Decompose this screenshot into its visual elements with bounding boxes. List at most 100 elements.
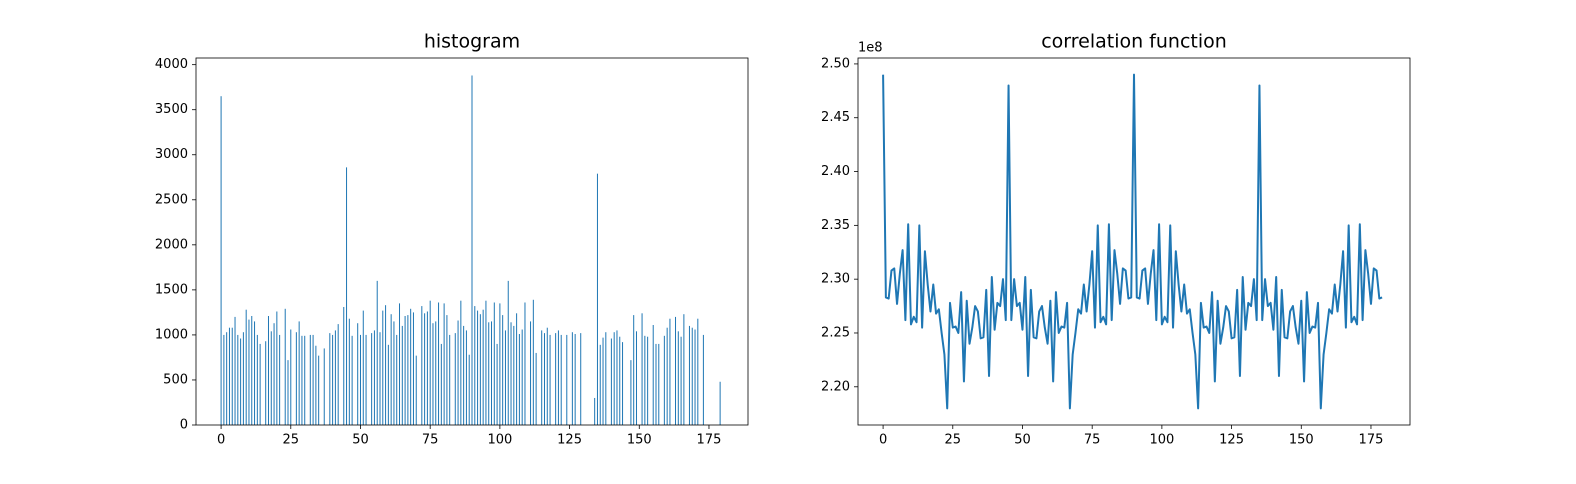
bar xyxy=(407,315,409,425)
bar xyxy=(602,337,604,425)
bar xyxy=(532,299,534,425)
bar xyxy=(641,313,643,425)
bar xyxy=(663,335,665,425)
bar xyxy=(435,321,437,425)
bar xyxy=(683,314,685,425)
bar xyxy=(599,344,601,425)
y-tick-label: 2000 xyxy=(155,237,188,252)
y-tick-label: 2.45 xyxy=(821,110,850,125)
bar xyxy=(226,332,228,425)
y-tick-label: 2.50 xyxy=(821,56,850,71)
bar xyxy=(424,313,426,425)
bar xyxy=(399,303,401,425)
bar xyxy=(477,310,479,425)
bar xyxy=(334,330,336,425)
bar xyxy=(549,334,551,425)
bar xyxy=(309,334,311,425)
bar xyxy=(460,300,462,425)
bar xyxy=(256,334,258,425)
bar xyxy=(245,309,247,425)
bar xyxy=(404,315,406,425)
bar xyxy=(675,316,677,425)
bar xyxy=(463,325,465,425)
bar xyxy=(301,335,303,425)
bar xyxy=(379,332,381,425)
bar xyxy=(488,322,490,425)
x-tick-label: 175 xyxy=(1359,433,1384,448)
bar xyxy=(524,302,526,425)
x-tick-label: 25 xyxy=(945,433,962,448)
bar xyxy=(223,334,225,425)
bar xyxy=(574,334,576,425)
bar xyxy=(530,321,532,425)
bar xyxy=(270,331,272,425)
bar xyxy=(647,336,649,425)
bar xyxy=(396,334,398,425)
bar xyxy=(382,310,384,425)
bar xyxy=(279,334,281,425)
bar xyxy=(622,342,624,425)
bar xyxy=(242,332,244,425)
bar xyxy=(365,334,367,425)
bar xyxy=(415,355,417,425)
bar xyxy=(359,334,361,425)
bar xyxy=(471,75,473,425)
bar xyxy=(644,335,646,425)
bar xyxy=(485,300,487,425)
bar xyxy=(491,321,493,425)
bar xyxy=(254,321,256,425)
x-tick-label: 0 xyxy=(217,433,225,448)
bar xyxy=(518,334,520,425)
bar xyxy=(571,332,573,425)
bar xyxy=(719,381,721,425)
y-tick-label: 1500 xyxy=(155,282,188,297)
axis-offset-label: 1e8 xyxy=(858,41,883,56)
y-tick-label: 2.25 xyxy=(821,325,850,340)
y-tick-label: 2.35 xyxy=(821,218,850,233)
bar xyxy=(259,343,261,425)
y-tick-label: 2.40 xyxy=(821,164,850,179)
bar xyxy=(594,397,596,425)
bar xyxy=(429,300,431,425)
bar xyxy=(513,325,515,425)
bar xyxy=(228,327,230,425)
bar xyxy=(669,318,671,425)
bar xyxy=(390,314,392,425)
y-tick-label: 2500 xyxy=(155,192,188,207)
bar xyxy=(479,314,481,425)
bar xyxy=(371,333,373,425)
bar xyxy=(504,330,506,425)
bar xyxy=(635,331,637,425)
bar xyxy=(248,319,250,425)
bar xyxy=(619,336,621,425)
bar xyxy=(652,325,654,425)
bar xyxy=(688,325,690,425)
bar xyxy=(373,330,375,425)
bar xyxy=(234,316,236,425)
x-tick-label: 50 xyxy=(352,433,369,448)
bar xyxy=(633,315,635,425)
bar xyxy=(267,315,269,425)
y-tick-label: 3500 xyxy=(155,102,188,117)
bar xyxy=(432,323,434,425)
bar xyxy=(290,329,292,425)
x-tick-label: 25 xyxy=(283,433,300,448)
y-tick-label: 4000 xyxy=(155,57,188,72)
bar xyxy=(613,332,615,425)
bar xyxy=(691,327,693,425)
bar xyxy=(658,343,660,425)
x-tick-label: 100 xyxy=(1149,433,1174,448)
y-tick-label: 500 xyxy=(163,372,188,387)
bar xyxy=(510,322,512,425)
bar xyxy=(468,354,470,425)
bar xyxy=(438,302,440,425)
bar xyxy=(329,333,331,425)
bar xyxy=(315,345,317,425)
chart-title: histogram xyxy=(424,31,520,53)
bar xyxy=(535,352,537,425)
bar xyxy=(560,334,562,425)
bar xyxy=(543,333,545,425)
bar xyxy=(630,360,632,425)
bar xyxy=(362,310,364,425)
